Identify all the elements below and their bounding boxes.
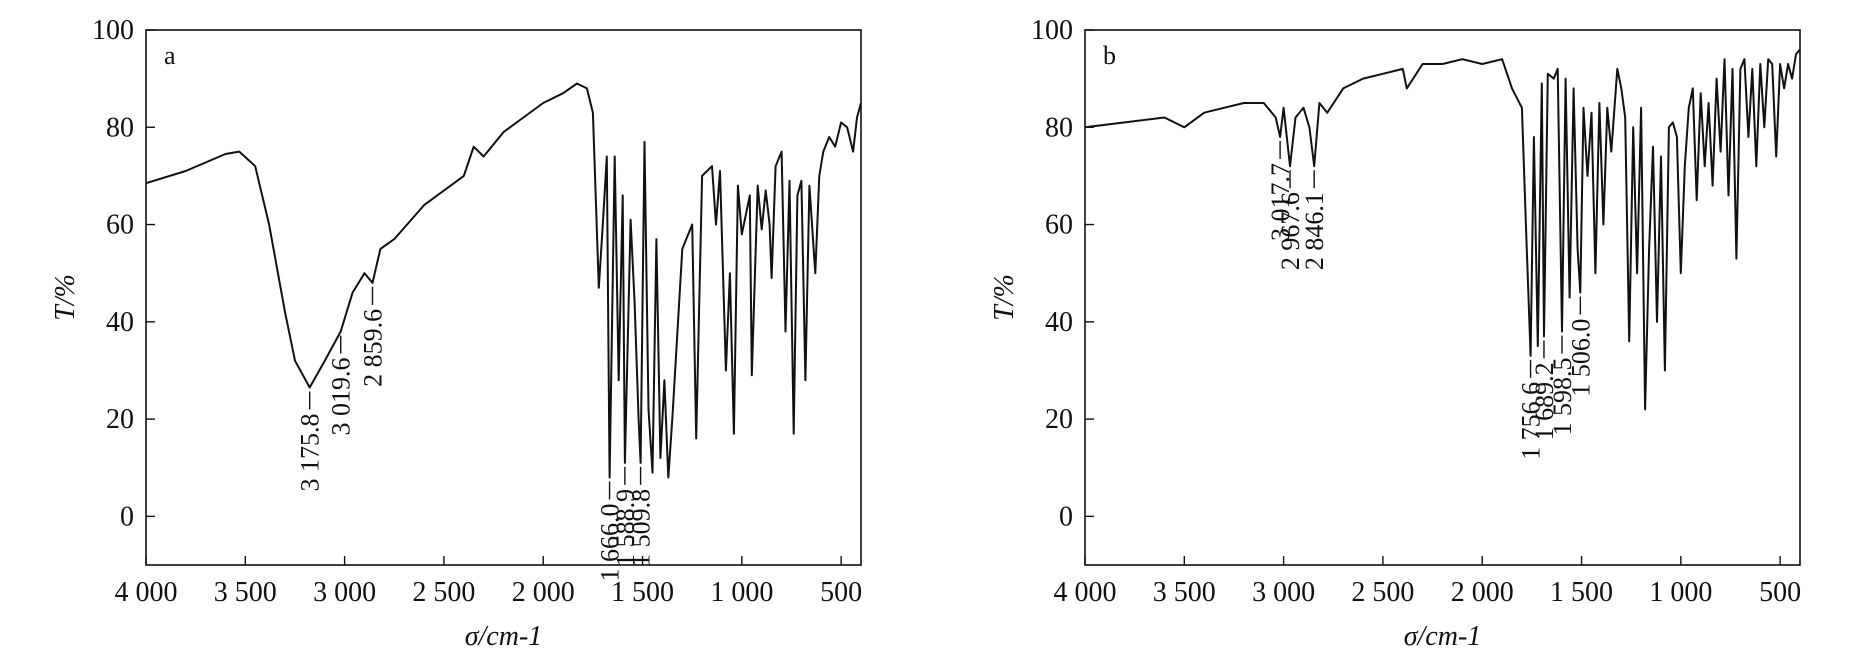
peak-label: 1 756.6 [1517,382,1546,460]
x-tick-label: 3 500 [214,577,277,608]
y-tick-label: 0 [120,501,134,532]
panel-label: b [1103,41,1116,70]
peak-label: 2 846.1 [1300,192,1329,270]
x-tick-label: 500 [1759,577,1801,608]
x-tick-label: 1 500 [611,577,674,608]
x-axis-label: σ/cm-1 [465,621,543,652]
y-tick-label: 80 [1045,112,1073,143]
peak-label: 1 598.5 [1548,358,1577,436]
x-tick-label: 1 000 [710,577,773,608]
plot-frame [145,29,862,566]
peak-label: 3 175.8 [296,413,325,491]
x-tick-label: 3 000 [313,577,376,608]
y-tick-label: 100 [1031,15,1073,46]
x-axis-label: σ/cm-1 [1404,621,1482,652]
y-tick-label: 40 [106,307,134,338]
y-axis-label: T/% [50,274,81,321]
x-tick-label: 1 000 [1649,577,1712,608]
x-tick-label: 500 [820,577,862,608]
y-axis-label: T/% [989,274,1020,321]
peak-label: 1 666.0 [596,503,625,581]
y-tick-label: 20 [106,404,134,435]
peak-label: 1 588.9 [611,489,640,567]
panel: a 0 20 40 60 80 100 4 000 3 500 3 000 2 500 2 000 1 … [50,15,862,652]
spectrum-line [145,82,862,479]
y-tick-label: 100 [92,15,134,46]
peak-label: 1 509.8 [627,489,656,567]
x-tick-label: 3 500 [1153,577,1216,608]
x-tick-label: 4 000 [115,577,178,608]
spectrum-line [1084,48,1801,411]
x-tick-label: 2 000 [512,577,575,608]
y-tick-label: 60 [1045,210,1073,241]
x-tick-label: 2 500 [412,577,475,608]
x-tick-label: 4 000 [1054,577,1117,608]
peak-label: 3 019.6 [327,358,356,436]
y-tick-label: 0 [1059,501,1073,532]
y-tick-label: 80 [106,112,134,143]
peak-label: 2 967.6 [1276,192,1305,270]
x-tick-label: 1 500 [1550,577,1613,608]
peak-label: 1 506.0 [1566,319,1595,397]
peak-label: 1 689.2 [1530,362,1559,440]
plot-frame [1084,29,1801,566]
y-tick-label: 60 [106,210,134,241]
peak-label: 2 859.6 [358,309,387,387]
y-tick-label: 40 [1045,307,1073,338]
panel-label: a [164,41,176,70]
x-tick-label: 3 000 [1252,577,1315,608]
y-tick-label: 20 [1045,404,1073,435]
x-tick-label: 2 000 [1451,577,1514,608]
x-tick-label: 2 500 [1351,577,1414,608]
panel: b 0 20 40 60 80 100 4 000 3 500 3 000 2 500 2 000 1 … [989,15,1801,652]
